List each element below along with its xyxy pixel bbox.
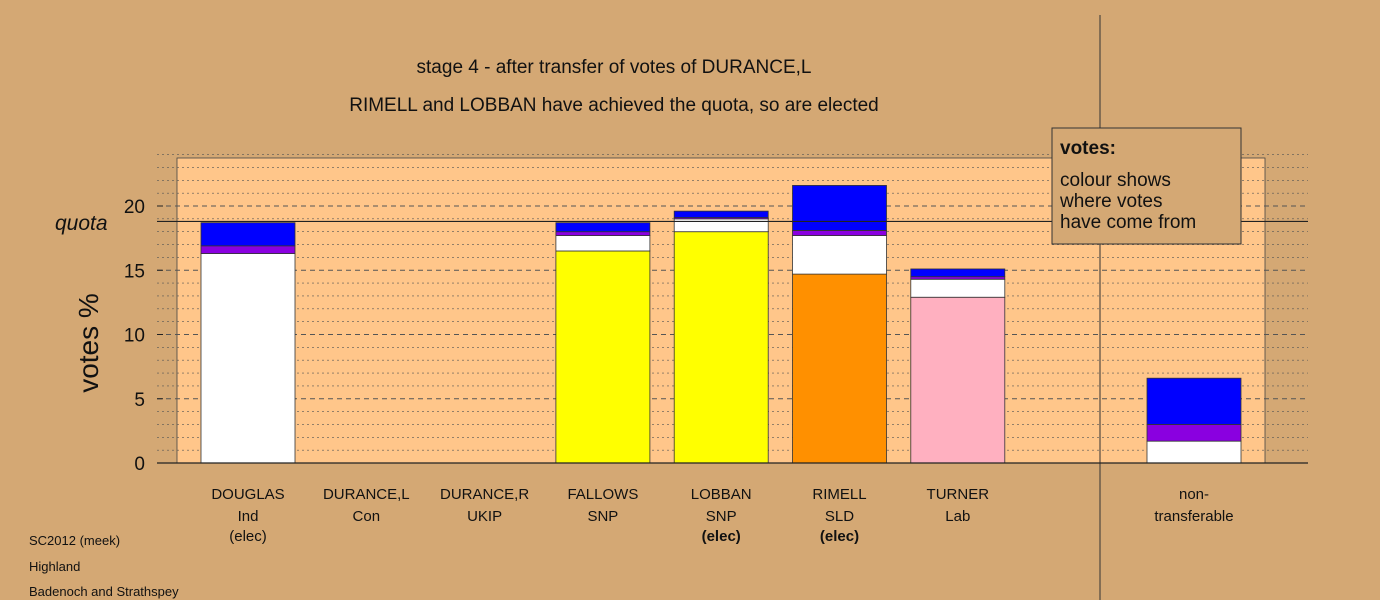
bars-group — [200, 185, 1242, 464]
bar-segment — [673, 210, 769, 218]
bar-segment — [792, 273, 887, 464]
candidate-party: Lab — [945, 508, 970, 525]
candidate-name: DURANCE,L — [323, 486, 410, 503]
non-transferable-label: transferable — [1154, 508, 1233, 525]
legend: votes: colour shows where votes have com… — [1051, 127, 1242, 245]
candidate-party: Ind — [238, 508, 259, 525]
candidate-party: SNP — [587, 508, 618, 525]
footer-method: SC2012 (meek) — [29, 533, 121, 548]
bar-segment — [792, 230, 887, 236]
non-transferable-label: non- — [1179, 486, 1209, 503]
bar-segment — [1146, 377, 1242, 425]
y-tick-label: 0 — [134, 454, 145, 475]
candidate-party: UKIP — [467, 508, 502, 525]
candidate-name: TURNER — [927, 486, 990, 503]
quota-label: quota — [55, 212, 108, 235]
bar-segment — [673, 231, 769, 464]
bar-segment — [555, 250, 651, 464]
bar-segment — [910, 268, 1006, 278]
y-tick-label: 5 — [134, 390, 145, 411]
y-axis-ticks: 0 5 10 15 20 — [124, 197, 163, 475]
bar-segment — [200, 253, 296, 464]
bar-segment — [910, 296, 1006, 464]
candidate-elected: (elec) — [820, 528, 859, 545]
bar-segment — [200, 222, 296, 247]
candidate-party: Con — [353, 508, 381, 525]
candidate-name: RIMELL — [812, 486, 866, 503]
bar-segment — [555, 231, 651, 236]
candidate-party: SNP — [706, 508, 737, 525]
x-axis-labels: DOUGLAS Ind (elec) DURANCE,L Con DURANCE,R UKI… — [211, 486, 1233, 545]
candidate-name: LOBBAN — [691, 486, 752, 503]
bar-segment — [792, 185, 887, 231]
bar-segment — [200, 245, 296, 254]
candidate-elected: (elec) — [702, 528, 741, 545]
bar-segment — [555, 222, 651, 233]
bar-segment — [555, 235, 651, 252]
candidate-name: FALLOWS — [567, 486, 638, 503]
y-tick-label: 15 — [124, 261, 145, 282]
legend-title: votes: — [1060, 138, 1116, 159]
footer-council: Highland — [29, 559, 81, 574]
legend-line: where votes — [1059, 191, 1162, 212]
legend-line: colour shows — [1060, 170, 1171, 191]
chart-subtitle: RIMELL and LOBBAN have achieved the quot… — [349, 95, 879, 116]
y-axis-label: votes % — [73, 293, 104, 393]
bar-segment — [792, 235, 887, 275]
bar-segment — [673, 218, 769, 233]
footer-ward: Badenoch and Strathspey — [29, 584, 179, 599]
legend-line: have come from — [1060, 212, 1196, 233]
candidate-elected: (elec) — [229, 528, 267, 545]
candidate-name: DURANCE,R — [440, 486, 529, 503]
y-tick-label: 20 — [124, 197, 145, 218]
bar-segment — [1146, 440, 1242, 464]
bar-segment — [910, 278, 1006, 298]
legend-box — [1051, 127, 1242, 245]
candidate-party: SLD — [825, 508, 854, 525]
bar-segment — [1146, 424, 1242, 442]
y-tick-label: 10 — [124, 326, 145, 347]
candidate-name: DOUGLAS — [211, 486, 284, 503]
chart-title: stage 4 - after transfer of votes of DUR… — [417, 57, 812, 78]
